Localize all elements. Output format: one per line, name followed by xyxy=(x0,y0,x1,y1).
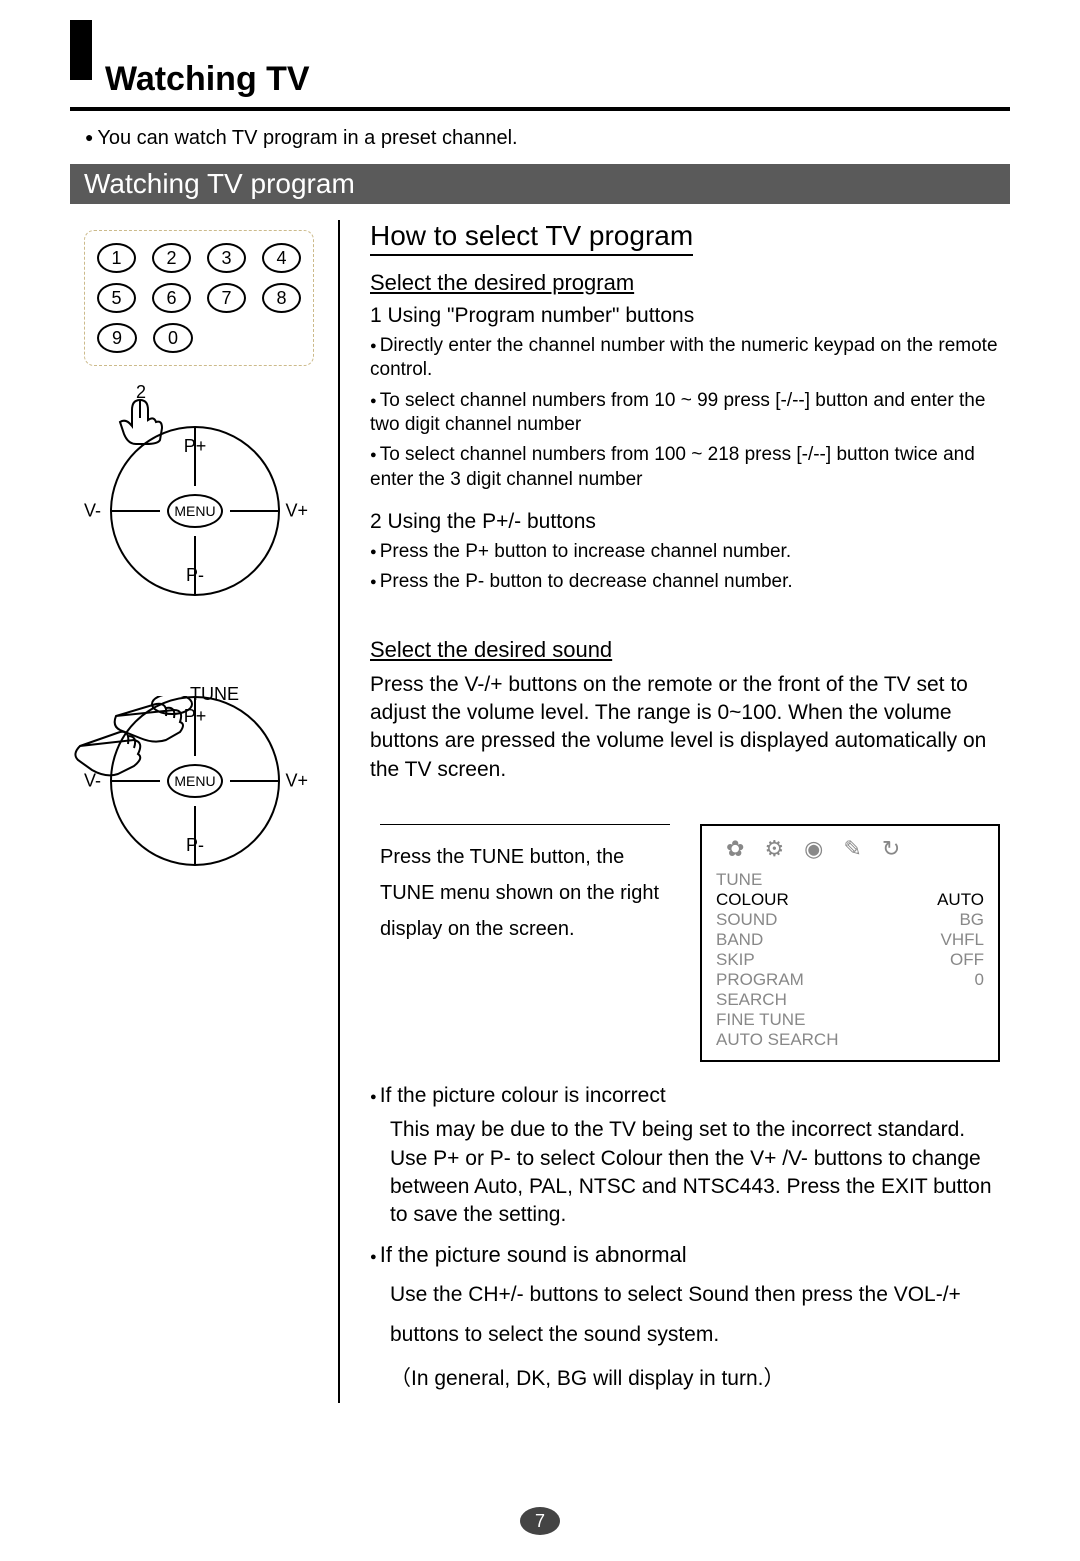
bullet-3: To select channel numbers from 100 ~ 218… xyxy=(370,443,1000,492)
numeric-keypad: 1 2 3 4 5 6 7 8 9 0 xyxy=(84,230,314,366)
sound-abnormal-head: If the picture sound is abnormal xyxy=(370,1240,1000,1270)
p-minus-label-2[interactable]: P- xyxy=(186,835,204,856)
nav-pad-2: MENU P+ P- V- V+ xyxy=(110,696,280,866)
osd-icon-4: ✎ xyxy=(843,836,861,862)
sound-abnormal-body1: Use the CH+/- buttons to select Sound th… xyxy=(390,1275,1000,1355)
key-4[interactable]: 4 xyxy=(262,243,301,273)
key-9[interactable]: 9 xyxy=(97,323,137,353)
step-1: 1 Using "Program number" buttons xyxy=(370,304,1000,328)
osd-icon-5: ↻ xyxy=(882,836,900,862)
v-plus-label-2[interactable]: V+ xyxy=(285,771,308,792)
sound-abnormal-body2: （In general, DK, BG will display in turn… xyxy=(390,1365,1000,1393)
tune-row-band: BANDVHFL xyxy=(716,930,984,950)
tune-row-sound: SOUNDBG xyxy=(716,910,984,930)
left-column: 1 2 3 4 5 6 7 8 9 0 2 xyxy=(70,220,340,1403)
p-plus-label-2[interactable]: P+ xyxy=(184,706,207,727)
menu-button-2[interactable]: MENU xyxy=(167,764,223,798)
hand-number-label: 2 xyxy=(136,382,146,403)
title-left-mark xyxy=(70,20,92,80)
nav-pad-1: MENU P+ P- V- V+ xyxy=(110,426,280,596)
key-0[interactable]: 0 xyxy=(153,323,193,353)
tune-row-skip: SKIPOFF xyxy=(716,950,984,970)
osd-icon-2: ⚙ xyxy=(764,836,784,862)
bullet-2: To select channel numbers from 10 ~ 99 p… xyxy=(370,389,1000,438)
tune-row-colour: COLOURAUTO xyxy=(716,890,984,910)
tune-row-search: SEARCH xyxy=(716,990,984,1010)
v-minus-label[interactable]: V- xyxy=(84,501,101,522)
osd-icon-1: ✿ xyxy=(726,836,744,862)
tune-menu-title: TUNE xyxy=(716,870,984,890)
bullet-4: Press the P+ button to increase channel … xyxy=(370,540,1000,564)
how-to-select-heading: How to select TV program xyxy=(370,220,693,256)
intro-text: You can watch TV program in a preset cha… xyxy=(85,127,1010,150)
colour-incorrect-body: This may be due to the TV being set to t… xyxy=(390,1116,1000,1229)
key-2[interactable]: 2 xyxy=(152,243,191,273)
p-plus-label[interactable]: P+ xyxy=(184,436,207,457)
key-6[interactable]: 6 xyxy=(152,283,191,313)
step-2: 2 Using the P+/- buttons xyxy=(370,510,1000,534)
key-8[interactable]: 8 xyxy=(262,283,301,313)
bullet-5: Press the P- button to decrease channel … xyxy=(370,570,1000,594)
menu-button[interactable]: MENU xyxy=(167,494,223,528)
tune-osd-menu: ✿ ⚙ ◉ ✎ ↻ TUNE COLOURAUTO SOUNDBG BANDVH… xyxy=(700,824,1000,1062)
select-program-subhead: Select the desired program xyxy=(370,270,1000,296)
bullet-1: Directly enter the channel number with t… xyxy=(370,334,1000,383)
page-title-wrap: Watching TV xyxy=(70,60,1010,111)
tune-row-autosearch: AUTO SEARCH xyxy=(716,1030,984,1050)
key-7[interactable]: 7 xyxy=(207,283,246,313)
tune-row-finetune: FINE TUNE xyxy=(716,1010,984,1030)
key-5[interactable]: 5 xyxy=(97,283,136,313)
section-banner: Watching TV program xyxy=(70,164,1010,204)
sound-paragraph: Press the V-/+ buttons on the remote or … xyxy=(370,671,1000,784)
tune-row-program: PROGRAM0 xyxy=(716,970,984,990)
tune-instruction: Press the TUNE button, the TUNE menu sho… xyxy=(380,824,670,947)
select-sound-subhead: Select the desired sound xyxy=(370,637,1000,663)
page-title: Watching TV xyxy=(105,60,1010,99)
v-minus-label-2[interactable]: V- xyxy=(84,771,101,792)
v-plus-label[interactable]: V+ xyxy=(285,501,308,522)
colour-incorrect-head: If the picture colour is incorrect xyxy=(370,1082,1000,1110)
key-1[interactable]: 1 xyxy=(97,243,136,273)
p-minus-label[interactable]: P- xyxy=(186,565,204,586)
right-column: How to select TV program Select the desi… xyxy=(370,220,1010,1403)
osd-icon-3: ◉ xyxy=(804,836,823,862)
key-3[interactable]: 3 xyxy=(207,243,246,273)
page-number: 7 xyxy=(520,1507,560,1535)
